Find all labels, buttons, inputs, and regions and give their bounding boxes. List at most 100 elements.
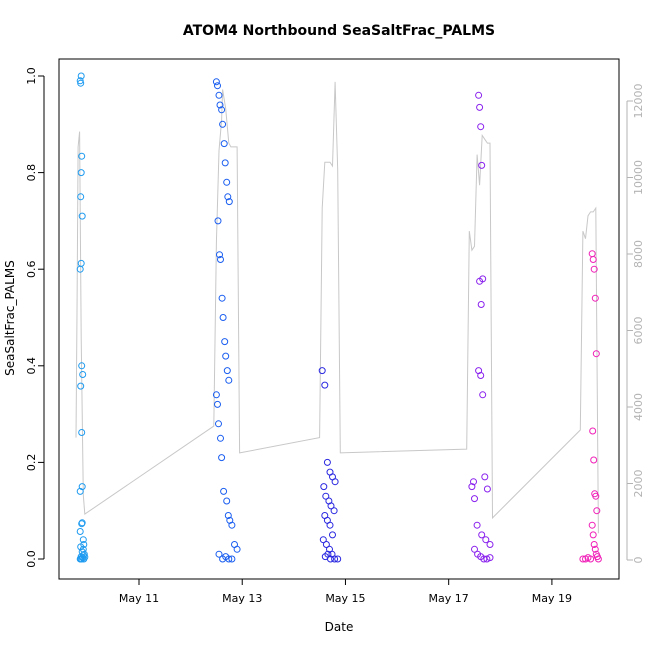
data-point [80, 541, 88, 548]
y-tick-label: 0.4 [25, 357, 38, 375]
data-point [77, 193, 85, 201]
data-point [471, 495, 478, 503]
data-point [320, 483, 328, 491]
data-point [473, 521, 481, 529]
y2-tick-label: 10000 [632, 160, 645, 195]
data-point [214, 82, 221, 90]
data-point [589, 256, 597, 263]
series-5 [579, 250, 602, 563]
data-point [225, 376, 233, 384]
data-point [214, 400, 221, 408]
x-tick-label: May 19 [532, 592, 572, 605]
data-point [327, 502, 335, 510]
data-point [591, 294, 599, 302]
data-point [475, 91, 483, 99]
data-point [223, 178, 231, 186]
data-point [589, 427, 597, 435]
data-point [318, 367, 326, 375]
data-point [478, 531, 486, 539]
data-point [214, 217, 222, 225]
data-point [78, 152, 86, 160]
y2-tick-label: 2000 [632, 470, 645, 498]
data-point [594, 555, 602, 563]
data-point [218, 106, 226, 114]
y-tick-label: 0.0 [25, 550, 38, 568]
altitude-line [75, 81, 599, 534]
y-axis-label: SeaSaltFrac_PALMS [3, 260, 17, 376]
data-point [476, 103, 484, 111]
data-point [593, 507, 601, 515]
data-point [81, 553, 89, 561]
data-point [486, 554, 494, 562]
y2-tick-label: 0 [632, 557, 645, 564]
data-point [588, 521, 596, 529]
data-point [218, 294, 226, 302]
data-point [468, 483, 476, 491]
data-point [588, 250, 596, 258]
data-point [77, 169, 85, 177]
series-4 [468, 91, 494, 563]
y2-tick-label: 6000 [632, 317, 645, 345]
data-point [77, 382, 85, 390]
x-tick-label: May 11 [119, 592, 159, 605]
data-point [217, 434, 224, 442]
data-point [470, 478, 477, 486]
data-point [78, 483, 86, 491]
data-point [486, 541, 494, 548]
altitude-trace-layer [75, 81, 599, 534]
data-point [326, 521, 334, 529]
data-point [327, 555, 334, 563]
data-point [77, 259, 85, 267]
data-point [224, 512, 232, 519]
data-point [221, 338, 229, 346]
data-point [221, 159, 229, 167]
data-point [228, 521, 236, 529]
x-tick-label: May 17 [429, 592, 469, 605]
y-tick-label: 1.0 [25, 67, 38, 85]
data-point [592, 492, 600, 500]
series-1 [76, 72, 89, 563]
data-point [481, 473, 489, 481]
y-axis-left: 0.0 0.2 0.4 0.6 0.8 1.0 [25, 67, 45, 568]
data-point [76, 528, 84, 535]
data-point [225, 198, 233, 206]
data-point [478, 161, 486, 169]
data-point [471, 545, 478, 553]
x-axis-label: Date [325, 620, 354, 634]
data-point [590, 541, 598, 548]
y-tick-label: 0.8 [25, 164, 38, 182]
data-point [483, 485, 491, 493]
data-point [215, 550, 223, 558]
data-point [218, 454, 226, 462]
y-tick-label: 0.2 [25, 454, 38, 472]
data-point [77, 79, 85, 87]
y-axis-right: 0 2000 4000 6000 8000 10000 12000 [626, 84, 645, 564]
x-tick-label: May 15 [325, 592, 365, 605]
data-point [212, 78, 220, 86]
data-point [579, 555, 587, 563]
chart-title: ATOM4 Northbound SeaSaltFrac_PALMS [183, 23, 495, 39]
data-point [78, 429, 86, 436]
data-point [233, 545, 241, 553]
data-point [228, 555, 236, 563]
data-point [334, 555, 342, 563]
data-point [78, 519, 86, 527]
data-point [479, 391, 487, 399]
x-axis: May 11 May 13 May 15 May 17 May 19 [119, 578, 572, 605]
data-point [215, 420, 222, 428]
y2-tick-label: 8000 [632, 240, 645, 268]
data-point [322, 541, 330, 548]
data-point [590, 456, 598, 464]
data-point [323, 458, 331, 466]
data-point [224, 193, 232, 201]
data-point [77, 72, 85, 80]
data-point [322, 492, 330, 500]
data-point [79, 371, 87, 378]
data-point [482, 536, 490, 544]
series-3 [318, 367, 342, 563]
data-point [219, 314, 227, 321]
data-point [78, 212, 86, 220]
data-point [590, 265, 598, 273]
data-point [216, 101, 224, 109]
data-point [321, 381, 329, 389]
